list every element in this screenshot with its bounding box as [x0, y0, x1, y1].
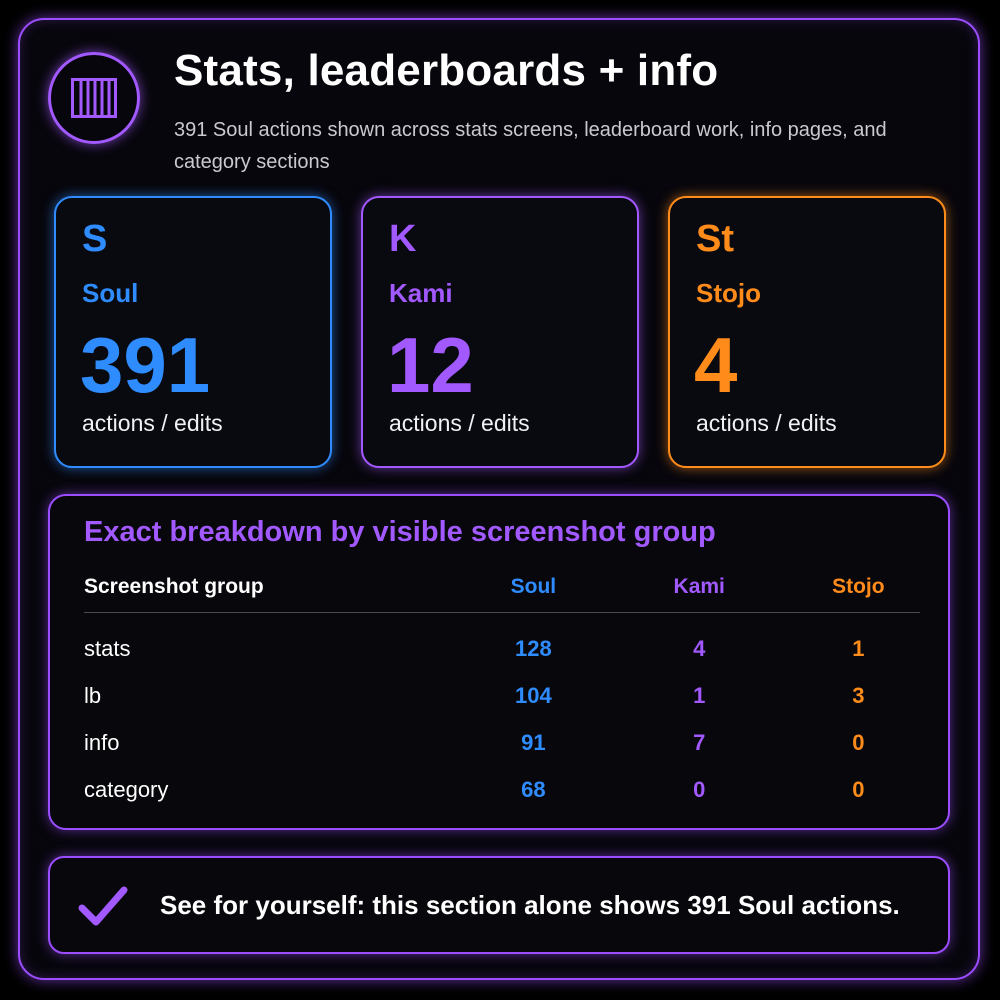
breakdown-table: Screenshot group Soul Kami Stojo stats 1…	[84, 570, 920, 813]
stat-card-kami: K Kami 12 actions / edits	[361, 196, 639, 468]
card-name: Kami	[389, 278, 453, 308]
breakdown-panel: Exact breakdown by visible screenshot gr…	[48, 494, 950, 830]
cell-soul: 104	[515, 682, 552, 708]
card-name: Soul	[82, 278, 139, 308]
cell-kami: 7	[693, 729, 706, 755]
cell-kami: 1	[693, 682, 706, 708]
bars-grid-icon	[71, 78, 117, 118]
card-caption: actions / edits	[82, 410, 223, 436]
cell-stojo: 0	[852, 729, 865, 755]
footer-callout: See for yourself: this section alone sho…	[48, 856, 950, 954]
cell-group: stats	[84, 635, 131, 661]
card-caption: actions / edits	[389, 410, 530, 436]
column-header-stojo: Stojo	[796, 570, 920, 613]
card-caption: actions / edits	[696, 410, 837, 436]
cell-soul: 128	[515, 635, 552, 661]
cell-group: info	[84, 729, 120, 755]
table-row: stats 128 4 1	[84, 613, 920, 673]
logo-badge	[48, 52, 140, 144]
cell-group: lb	[84, 682, 102, 708]
checkmark-icon	[78, 886, 128, 926]
table-row: info 91 7 0	[84, 719, 920, 766]
cell-soul: 68	[521, 776, 546, 802]
cell-stojo: 3	[852, 682, 865, 708]
card-count: 391	[80, 321, 211, 409]
card-name: Stojo	[696, 278, 761, 308]
column-header-soul: Soul	[465, 570, 602, 613]
breakdown-title: Exact breakdown by visible screenshot gr…	[84, 516, 716, 548]
card-abbreviation: S	[82, 218, 108, 260]
cell-soul: 91	[521, 729, 546, 755]
table-header-row: Screenshot group Soul Kami Stojo	[84, 570, 920, 613]
card-count: 12	[387, 321, 474, 409]
table-row: category 68 0 0	[84, 766, 920, 813]
table-row: lb 104 1 3	[84, 672, 920, 719]
cell-kami: 4	[693, 635, 706, 661]
cell-stojo: 1	[852, 635, 865, 661]
cell-stojo: 0	[852, 776, 865, 802]
card-abbreviation: K	[389, 218, 417, 260]
stat-card-stojo: St Stojo 4 actions / edits	[668, 196, 946, 468]
page-title: Stats, leaderboards + info	[174, 46, 719, 95]
column-header-group: Screenshot group	[84, 570, 466, 613]
card-abbreviation: St	[696, 218, 734, 260]
footer-text: See for yourself: this section alone sho…	[160, 890, 900, 920]
card-count: 4	[694, 321, 738, 409]
cell-kami: 0	[693, 776, 706, 802]
stat-card-soul: S Soul 391 actions / edits	[54, 196, 332, 468]
page-subtitle: 391 Soul actions shown across stats scre…	[174, 119, 887, 173]
column-header-kami: Kami	[601, 570, 797, 613]
cell-group: category	[84, 776, 169, 802]
